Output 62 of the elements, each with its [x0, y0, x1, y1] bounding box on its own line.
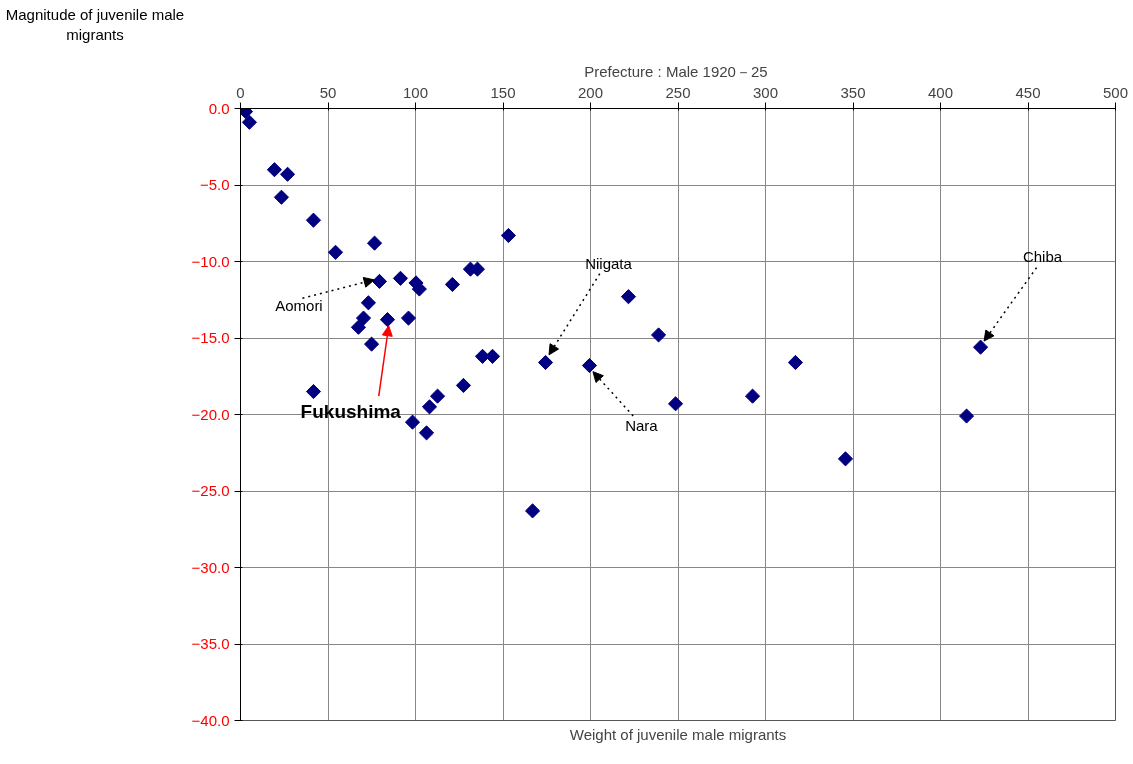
- x-axis-title: Weight of juvenile male migrants: [569, 725, 787, 743]
- point: [400, 310, 417, 326]
- point: [418, 425, 435, 441]
- y-tick-label: −15.0: [191, 329, 230, 346]
- point: [364, 336, 380, 352]
- point: [421, 399, 438, 415]
- y-tick-label: −30.0: [191, 558, 230, 576]
- x-tick-label: 50: [319, 83, 337, 101]
- x-tick-label: 150: [490, 83, 516, 101]
- point: [327, 244, 344, 260]
- point: [273, 189, 290, 205]
- point: [280, 166, 296, 182]
- point: [973, 339, 989, 355]
- point: [620, 289, 637, 305]
- point: [392, 270, 409, 286]
- point: [266, 162, 283, 178]
- point: [455, 377, 472, 393]
- point: [525, 503, 541, 519]
- x-tick-label: 200: [577, 83, 604, 101]
- point: [366, 235, 383, 251]
- x-tick-label: 250: [665, 83, 691, 101]
- point: [744, 388, 761, 404]
- chart-title: Prefecture : Male 1920－25: [584, 62, 768, 80]
- x-tick-label: 300: [752, 83, 779, 101]
- x-tick-label: 500: [1102, 83, 1129, 101]
- point: [379, 312, 396, 328]
- x-tick-label: 450: [1015, 83, 1041, 101]
- point: [787, 354, 803, 371]
- x-tick-label: 100: [402, 83, 429, 101]
- point: [537, 354, 554, 371]
- point: [429, 388, 446, 404]
- y-tick-label: −5.0: [199, 176, 230, 193]
- y-tick-label: −20.0: [191, 405, 230, 423]
- point: [350, 319, 367, 335]
- y-tick-label: −25.0: [191, 482, 230, 499]
- point: [667, 396, 684, 412]
- point: [959, 408, 975, 424]
- y-tick-label: −40.0: [191, 711, 230, 729]
- point: [305, 212, 322, 228]
- point: [305, 383, 322, 400]
- point: [444, 276, 460, 293]
- y-axis-title: Magnitude of juvenile male migrants: [5, 5, 185, 45]
- y-tick-label: 0.0: [208, 99, 230, 117]
- point: [581, 357, 598, 374]
- annotation: Aomori: [275, 297, 323, 315]
- point: [837, 451, 854, 467]
- y-tick-label: −35.0: [191, 635, 230, 652]
- point: [651, 327, 667, 343]
- point: [404, 414, 421, 430]
- point: [241, 114, 257, 130]
- point: [500, 227, 516, 244]
- annotation: Chiba: [1022, 248, 1063, 266]
- annotation: Nara: [625, 416, 659, 434]
- point: [371, 273, 388, 289]
- y-tick-label: −10.0: [191, 252, 230, 270]
- annotation: Fukushima: [300, 400, 402, 422]
- annotation: Niigata: [585, 254, 633, 272]
- point: [360, 295, 376, 311]
- point: [355, 310, 372, 326]
- x-tick-label: 400: [927, 83, 954, 101]
- x-tick-label: 0: [236, 83, 245, 101]
- x-tick-label: 350: [840, 83, 866, 101]
